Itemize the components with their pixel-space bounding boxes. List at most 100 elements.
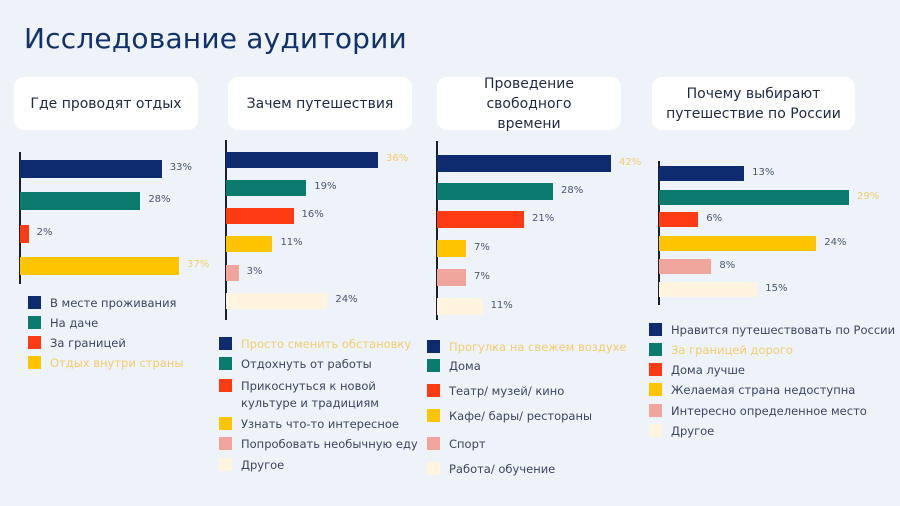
legend-swatch (219, 437, 232, 450)
legend-item: Другое (649, 423, 714, 439)
data-label: 37% (187, 259, 210, 270)
data-label: 28% (561, 184, 584, 196)
data-label: 24% (824, 236, 847, 248)
legend-label: В месте проживания (50, 296, 177, 310)
chart-axis (225, 140, 227, 320)
legend-swatch (427, 384, 440, 397)
legend-swatch (28, 316, 41, 329)
legend-item: Узнать что-то интересное (219, 416, 399, 432)
legend-item: Театр/ музей/ кино (427, 383, 564, 399)
legend-label: Отдых внутри страны (50, 356, 184, 370)
legend-swatch (649, 363, 662, 376)
bar (226, 208, 294, 224)
chart-axis (436, 141, 438, 320)
bar (437, 269, 466, 286)
legend-item: На даче (28, 315, 98, 331)
legend-label: За границей дорого (671, 343, 793, 357)
bar (20, 225, 29, 243)
chart-axis (658, 161, 660, 305)
chart-title: Почему выбирают путешествие по России (666, 85, 841, 122)
data-label: 33% (169, 162, 193, 173)
page-title: Исследование аудитории (24, 22, 407, 55)
bar (20, 192, 141, 210)
legend-item: Прикоснуться к новой культуре и традиция… (219, 378, 391, 412)
chart-axis (19, 152, 21, 284)
data-label: 16% (301, 209, 324, 220)
bar (20, 160, 162, 178)
legend-item: За границей дорого (649, 342, 793, 358)
legend-item: Дома (427, 358, 481, 374)
legend-swatch (219, 379, 232, 392)
legend-label: Прогулка на свежем воздухе (449, 340, 627, 354)
legend-label: Нравится путешествовать по России (671, 323, 896, 337)
bar (226, 236, 273, 252)
legend-swatch (219, 458, 232, 471)
legend-swatch (649, 404, 662, 417)
legend-swatch (427, 409, 440, 422)
legend-swatch (427, 359, 440, 372)
bar (659, 212, 699, 227)
legend-swatch (427, 437, 440, 450)
chart-title-card-4: Почему выбирают путешествие по России (652, 77, 855, 130)
bar (226, 180, 307, 196)
legend-item: Работа/ обучение (427, 461, 555, 477)
legend-label: Прикоснуться к новой культуре и традиция… (241, 379, 379, 410)
legend-swatch (28, 296, 41, 309)
chart-title-card-2: Зачем путешествия (228, 77, 412, 130)
bar (226, 293, 328, 309)
legend-label: Интересно определенное место (671, 404, 867, 418)
chart-title: Проведение свободного времени (483, 75, 574, 132)
legend-swatch (28, 356, 41, 369)
legend-label: Работа/ обучение (449, 462, 556, 476)
legend-label: Театр/ музей/ кино (449, 384, 565, 398)
legend-label: За границей (50, 336, 126, 350)
bar (659, 190, 849, 205)
bar (659, 166, 745, 181)
legend-item: Кафе/ бары/ рестораны (427, 408, 592, 424)
data-label: 42% (619, 156, 642, 168)
data-label: 29% (857, 190, 880, 202)
data-label: 11% (490, 299, 513, 311)
bar (659, 282, 758, 297)
legend-swatch (219, 357, 232, 370)
data-label: 36% (386, 153, 409, 164)
legend-item: Просто сменить обстановку (219, 336, 411, 352)
legend-item: Другое (219, 457, 284, 473)
legend-label: Дома (449, 359, 481, 373)
legend-label: Дома лучше (671, 363, 745, 377)
data-label: 28% (148, 194, 171, 205)
data-label: 21% (532, 212, 555, 224)
legend-item: Прогулка на свежем воздухе (427, 339, 627, 355)
legend-swatch (427, 340, 440, 353)
data-label: 2% (36, 227, 53, 238)
data-label: 3% (246, 266, 263, 277)
legend-item: Интересно определенное место (649, 403, 867, 419)
data-label: 15% (765, 282, 788, 294)
legend-label: Спорт (449, 437, 486, 451)
legend-item: За границей (28, 335, 126, 351)
bar (437, 298, 483, 315)
legend-swatch (28, 336, 41, 349)
legend-label: Другое (671, 424, 715, 438)
legend-swatch (649, 383, 662, 396)
data-label: 6% (706, 212, 723, 224)
bar (437, 240, 466, 257)
data-label: 11% (280, 237, 303, 248)
legend-item: В месте проживания (28, 295, 176, 311)
legend-label: Попробовать необычную еду (241, 437, 418, 451)
legend-label: Узнать что-то интересное (241, 417, 399, 431)
bar (437, 211, 524, 228)
legend-item: Дома лучше (649, 362, 745, 378)
bar (659, 259, 712, 274)
legend-item: Отдых внутри страны (28, 355, 183, 371)
legend-item: Спорт (427, 436, 486, 452)
legend-label: Просто сменить обстановку (241, 337, 412, 351)
bar (659, 236, 817, 251)
bar (437, 183, 553, 200)
bar (226, 152, 378, 168)
data-label: 24% (335, 294, 358, 305)
legend-label: Желаемая страна недоступна (671, 383, 856, 397)
data-label: 13% (752, 166, 775, 178)
data-label: 7% (474, 241, 490, 253)
legend-label: На даче (50, 316, 99, 330)
